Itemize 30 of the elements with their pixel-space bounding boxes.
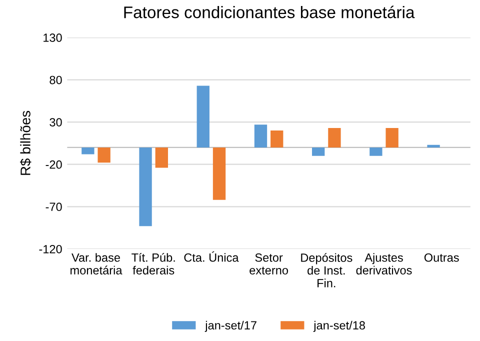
x-tick-label: Depósitos de Inst. Fin. [301, 253, 352, 288]
y-tick-label: 130 [44, 34, 62, 42]
bar [312, 147, 325, 156]
chart-title: Fatores condicionantes base monetária [124, 6, 415, 18]
y-tick-label: 30 [50, 118, 62, 126]
bar [196, 86, 210, 148]
bar [82, 147, 94, 154]
bar [139, 147, 152, 226]
bar [328, 128, 341, 148]
bar [270, 130, 284, 148]
x-tick-label: Tít. Púb. federais [132, 252, 175, 274]
x-tick-label: Cta. Única [184, 251, 239, 262]
bar [370, 147, 382, 156]
y-tick-label: -70 [46, 202, 62, 212]
x-tick-label: Setor externo [250, 253, 288, 274]
bar [427, 144, 440, 148]
y-tick-label: -120 [39, 244, 62, 254]
bar [254, 124, 268, 148]
bar [98, 147, 110, 163]
y-tick-label: -20 [46, 160, 62, 169]
x-tick-label: Ajustes derivativos [356, 253, 412, 274]
bar [386, 128, 398, 148]
bar [155, 147, 168, 168]
bar [212, 147, 226, 200]
x-tick-label: Outras [424, 253, 459, 262]
legend-label: jan-set/18 [313, 320, 365, 332]
y-axis-title: R$ bilhões [20, 110, 32, 175]
legend-label: jan-set/17 [204, 320, 256, 332]
x-tick-label: Var. base monetária [70, 253, 122, 274]
y-tick-label: 80 [50, 76, 62, 84]
